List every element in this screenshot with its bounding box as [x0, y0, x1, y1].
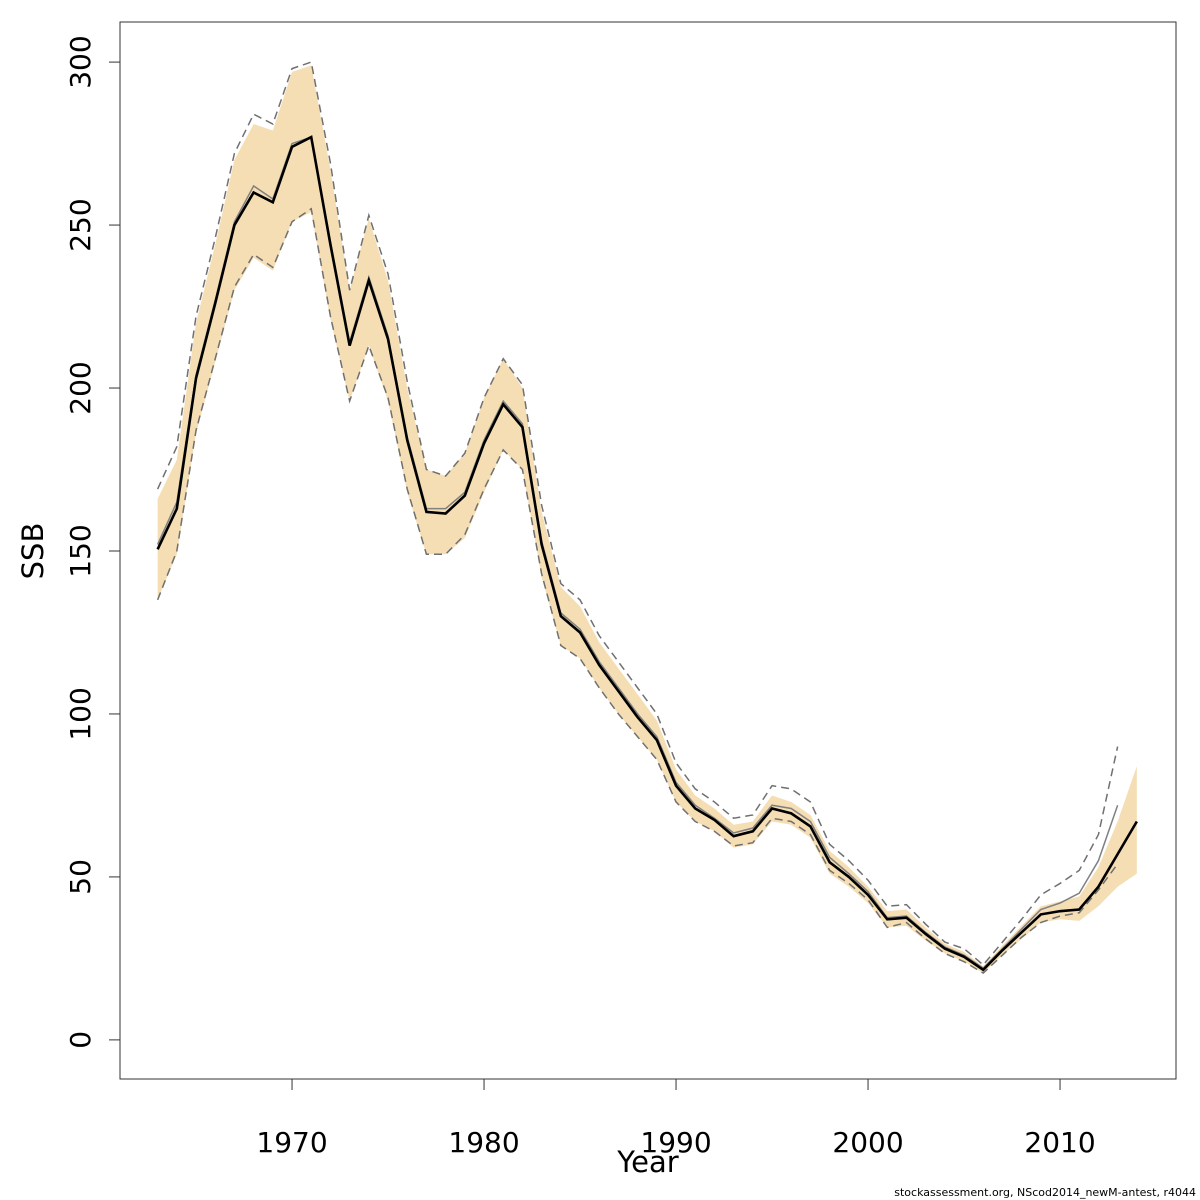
confidence-band [157, 65, 1137, 974]
x-axis-label: Year [616, 1145, 678, 1179]
x-tick-label: 1990 [640, 1126, 711, 1159]
footnote: stockassessment.org, NScod2014_newM-ante… [894, 1186, 1196, 1199]
y-tick-label: 0 [64, 1031, 97, 1049]
series-line [156, 135, 1138, 972]
y-tick-label: 50 [64, 859, 97, 895]
x-tick-label: 1970 [256, 1126, 327, 1159]
upper-bound [156, 61, 1119, 966]
x-tick-label: 2000 [832, 1126, 903, 1159]
y-tick-label: 200 [64, 361, 97, 414]
x-tick-label: 2010 [1024, 1126, 1095, 1159]
y-tick-label: 300 [64, 35, 97, 88]
y-tick-label: 250 [64, 198, 97, 251]
x-tick-label: 1980 [448, 1126, 519, 1159]
lower-bound [156, 207, 1119, 975]
series-line [156, 136, 1119, 970]
y-tick-label: 100 [64, 687, 97, 740]
y-tick-label: 150 [64, 524, 97, 577]
y-axis-label: SSB [16, 523, 50, 580]
